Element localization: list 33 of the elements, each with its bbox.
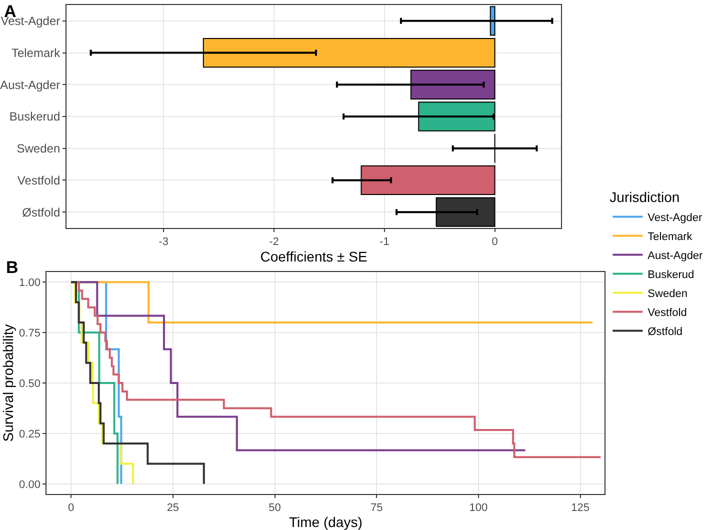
x-tick-label: 50 — [268, 502, 281, 514]
y-tick-label: Vestfold — [17, 173, 60, 188]
legend-label: Aust-Agder — [648, 250, 704, 262]
y-tick-label: Telemark — [11, 46, 62, 60]
legend-label: Telemark — [648, 230, 693, 243]
x-tick-label: 25 — [166, 502, 180, 514]
legend-label: Sweden — [648, 288, 688, 300]
y-tick-label: Buskerud — [9, 110, 60, 124]
x-tick-label: 0 — [68, 502, 74, 514]
y-tick-label: Sweden — [16, 142, 60, 156]
legend-label: Vest-Agder — [648, 212, 702, 224]
y-tick-label: 0.25 — [19, 428, 40, 440]
y-tick-label: 0.50 — [19, 378, 40, 390]
y-tick-label: 1.00 — [19, 276, 40, 289]
chart-title: B — [6, 258, 18, 277]
x-tick-label: 0 — [492, 236, 498, 248]
x-tick-label: 125 — [571, 502, 590, 514]
y-tick-label: Aust-Agder — [0, 78, 60, 92]
y-axis-title: Survival probability — [0, 324, 16, 442]
x-tick-label: 100 — [469, 502, 488, 514]
x-axis-title: Coefficients ± SE — [260, 248, 368, 264]
y-tick-label: 0.00 — [19, 478, 40, 491]
legend-title: Jurisdiction — [610, 189, 680, 206]
x-tick-label: 75 — [370, 502, 383, 514]
x-axis-title: Time (days) — [288, 514, 362, 530]
x-tick-label: -1 — [380, 236, 390, 248]
x-tick-label: -3 — [158, 236, 169, 248]
legend-label: Østfold — [648, 326, 683, 338]
legend-label: Vestfold — [648, 306, 687, 319]
legend-label: Buskerud — [648, 268, 694, 281]
y-tick-label: 0.75 — [19, 327, 40, 340]
x-tick-label: -2 — [269, 236, 279, 248]
y-tick-label: Østfold — [22, 205, 60, 220]
